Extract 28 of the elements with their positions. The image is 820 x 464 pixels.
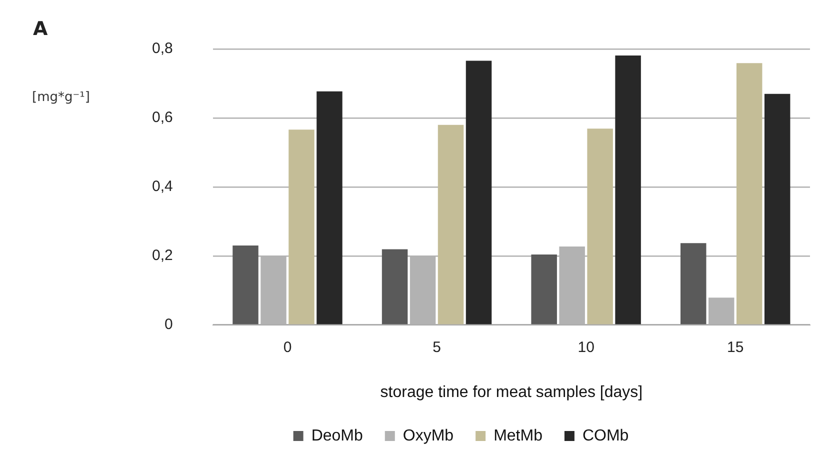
legend-label: MetMb	[494, 427, 543, 444]
bar	[382, 249, 408, 324]
y-tick-label: 0,8	[152, 40, 173, 58]
bar	[680, 243, 706, 324]
y-tick-label: 0,4	[152, 178, 173, 196]
bar	[615, 56, 641, 324]
legend-label: OxyMb	[402, 427, 454, 444]
text: A	[33, 18, 48, 40]
x-tick-label: 5	[432, 338, 441, 356]
y-tick-label: 0	[164, 316, 173, 333]
bar	[316, 91, 342, 324]
bar	[288, 130, 314, 324]
y-tick-label: 0,6	[152, 109, 173, 126]
bar	[531, 254, 557, 324]
bar	[764, 94, 790, 324]
bar	[466, 60, 492, 324]
y-tick-label: 0,2	[152, 246, 173, 264]
x-tick-label: 15	[727, 338, 744, 356]
x-tick-label: 0	[283, 338, 292, 356]
bar	[736, 63, 762, 324]
y-axis-title: [mg*g⁻¹]	[32, 90, 90, 105]
x-tick-label: 10	[578, 338, 594, 356]
x-axis-title: storage time for meat samples [days]	[380, 384, 643, 401]
bar	[587, 128, 613, 324]
bar	[232, 246, 258, 324]
bar	[438, 124, 464, 324]
legend-label: COMb	[582, 427, 629, 444]
legend-label: DeoMb	[311, 427, 363, 444]
